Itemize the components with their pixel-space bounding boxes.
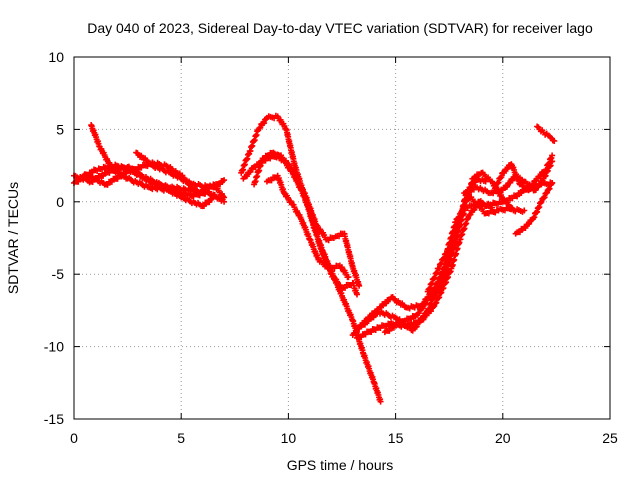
data-point [386,327,393,334]
data-point [200,202,207,209]
data-point [516,229,523,236]
data-point [257,124,264,131]
data-point [206,199,213,206]
data-point [518,190,525,197]
data-point [546,185,553,192]
data-point [114,175,121,182]
data-point [354,291,361,298]
data-point [356,282,363,289]
data-point [507,179,514,186]
data-point [390,324,397,331]
data-points [71,112,558,405]
data-point [104,181,111,188]
data-point [118,172,125,179]
data-point [210,194,217,201]
data-point [377,398,384,405]
data-point [261,120,268,127]
data-point [530,181,537,188]
data-point [458,209,465,216]
data-point [261,155,268,162]
data-point [198,189,205,196]
y-tick-label: -15 [44,411,64,427]
data-point [415,310,422,317]
data-point [532,186,539,193]
data-point [268,177,275,184]
data-point [508,204,515,211]
data-point [456,214,463,221]
data-point [549,179,556,186]
plot-frame [73,56,611,420]
data-point [419,305,426,312]
data-point [549,152,556,159]
axis-ticks: 0 5 10 15 20 25 -15 -10 -5 0 5 10 [44,49,618,446]
data-point [370,314,377,321]
data-point [467,211,474,218]
data-point [416,319,423,326]
grid [74,57,610,419]
data-point [100,172,107,179]
data-point [422,300,429,307]
data-point [527,185,534,192]
data-point [217,181,224,188]
data-point [79,175,86,182]
data-point [221,194,228,201]
data-point [265,152,272,159]
data-point [413,323,420,330]
x-tick-label: 10 [281,430,297,446]
data-point [514,193,521,200]
data-point [521,207,528,214]
y-axis-label: SDTVAR / TECUs [5,182,21,294]
data-point [501,169,508,176]
data-point [342,284,349,291]
x-tick-label: 5 [177,430,185,446]
data-point [202,186,209,193]
data-point [541,194,548,201]
data-point [551,137,558,144]
data-point [75,178,82,185]
y-tick-label: 10 [48,49,64,65]
x-axis-label: GPS time / hours [287,457,394,473]
data-point [504,183,511,190]
data-point [420,314,427,321]
x-tick-label: 0 [70,430,78,446]
data-point [108,178,115,185]
x-tick-label: 15 [388,430,404,446]
data-point [537,172,544,179]
data-point [430,294,437,301]
data-point [383,300,390,307]
chart-title: Day 040 of 2023, Sidereal Day-to-day VTE… [87,20,593,36]
y-tick-label: -10 [44,339,64,355]
data-point [243,173,250,180]
data-point [352,329,359,336]
data-point [536,182,543,189]
y-tick-label: 5 [56,121,64,137]
data-point [221,177,228,184]
data-point [247,168,254,175]
x-tick-label: 20 [495,430,511,446]
data-point [522,224,529,231]
data-point [526,220,533,227]
y-tick-label: -5 [52,266,65,282]
y-tick-label: 0 [56,194,64,210]
data-point [472,174,479,181]
data-point [365,318,372,325]
data-point [471,206,478,213]
x-tick-label: 25 [602,430,618,446]
data-point [345,274,352,281]
data-point [361,321,368,328]
